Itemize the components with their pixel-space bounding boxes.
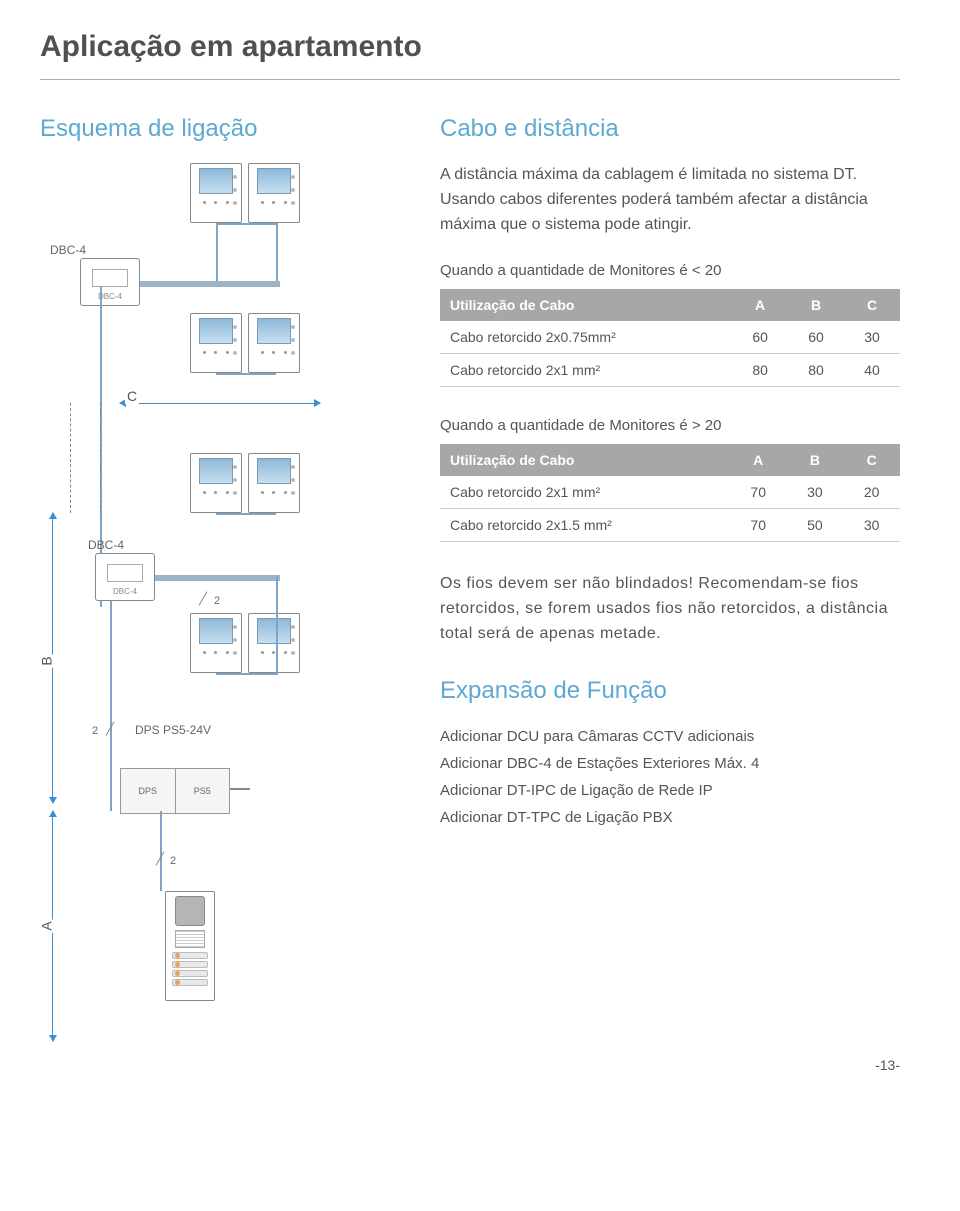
monitor [190, 163, 242, 223]
table2-caption: Quando a quantidade de Monitores é > 20 [440, 417, 900, 434]
right-column: Cabo e distância A distância máxima da c… [440, 115, 900, 1063]
monitor [248, 163, 300, 223]
dashed-riser-2 [70, 403, 71, 513]
table-row: Cabo retorcido 2x1 mm² 80 80 40 [440, 354, 900, 387]
right-section-title: Cabo e distância [440, 115, 900, 143]
cell-val: 60 [788, 321, 844, 354]
cell-val: 30 [843, 509, 900, 542]
cell-val: 40 [844, 354, 900, 387]
table-row: Cabo retorcido 2x1 mm² 70 30 20 [440, 476, 900, 509]
dbc4-box-top [80, 258, 140, 306]
divider [40, 79, 900, 80]
content-columns: Esquema de ligação DBC-4 [40, 115, 900, 1063]
door-station [165, 891, 215, 1001]
cell-label: Cabo retorcido 2x0.75mm² [440, 321, 732, 354]
table1-col-b: B [788, 289, 844, 321]
expansion-item: Adicionar DT-IPC de Ligação de Rede IP [440, 777, 900, 804]
ps5-box: PS5 [176, 768, 231, 814]
monitor [190, 453, 242, 513]
dim-c-label: C [125, 388, 139, 404]
table2-col-a: A [730, 444, 787, 476]
monitor [248, 613, 300, 673]
table2-col-b: B [787, 444, 844, 476]
dashed-riser [100, 403, 101, 513]
cell-val: 50 [787, 509, 844, 542]
expansion-list: Adicionar DCU para Câmaras CCTV adiciona… [440, 723, 900, 831]
expansion-item: Adicionar DCU para Câmaras CCTV adiciona… [440, 723, 900, 750]
cell-val: 70 [730, 509, 787, 542]
monitor [248, 453, 300, 513]
cable-table-2: Utilização de Cabo A B C Cabo retorcido … [440, 444, 900, 542]
expansion-item: Adicionar DBC-4 de Estações Exteriores M… [440, 750, 900, 777]
monitor-pair-1 [190, 163, 300, 223]
monitor [248, 313, 300, 373]
dps-box: DPS [120, 768, 176, 814]
page-title: Aplicação em apartamento [40, 30, 900, 64]
dim-c-arrow [120, 403, 320, 419]
expansion-title: Expansão de Função [440, 677, 900, 705]
wires-note: Os fios devem ser não blindados! Recomen… [440, 572, 900, 646]
power-unit: DPS PS5 [120, 768, 230, 814]
left-section-title: Esquema de ligação [40, 115, 400, 143]
cell-label: Cabo retorcido 2x1.5 mm² [440, 509, 730, 542]
cell-val: 30 [844, 321, 900, 354]
monitor-pair-3 [190, 453, 300, 513]
dim-b-label: B [39, 654, 55, 667]
intro-text: A distância máxima da cablagem é limitad… [440, 163, 900, 237]
expansion-item: Adicionar DT-TPC de Ligação PBX [440, 804, 900, 831]
table1-col-a: A [732, 289, 788, 321]
cable-table-1: Utilização de Cabo A B C Cabo retorcido … [440, 289, 900, 387]
cell-val: 70 [730, 476, 787, 509]
monitor-pair-4 [190, 613, 300, 673]
monitor-pair-2 [190, 313, 300, 373]
monitor [190, 313, 242, 373]
cell-val: 60 [732, 321, 788, 354]
cell-label: Cabo retorcido 2x1 mm² [440, 354, 732, 387]
wiring-diagram: DBC-4 C [40, 163, 380, 1063]
dbc4-label-mid: DBC-4 [88, 538, 124, 552]
dbc4-box-mid [95, 553, 155, 601]
cell-label: Cabo retorcido 2x1 mm² [440, 476, 730, 509]
bus-marker-1: 2 [212, 595, 222, 607]
dim-a-label: A [39, 919, 55, 932]
bus-marker-2: 2 [90, 725, 100, 737]
cell-val: 80 [732, 354, 788, 387]
page-number: -13- [875, 1057, 900, 1073]
table1-col-c: C [844, 289, 900, 321]
table-row: Cabo retorcido 2x1.5 mm² 70 50 30 [440, 509, 900, 542]
table-row: Cabo retorcido 2x0.75mm² 60 60 30 [440, 321, 900, 354]
bus-marker-3: 2 [168, 855, 178, 867]
cell-val: 30 [787, 476, 844, 509]
cell-val: 20 [843, 476, 900, 509]
monitor [190, 613, 242, 673]
left-column: Esquema de ligação DBC-4 [40, 115, 400, 1063]
table1-header-label: Utilização de Cabo [440, 289, 732, 321]
cell-val: 80 [788, 354, 844, 387]
power-label: DPS PS5-24V [135, 723, 211, 737]
table2-header-label: Utilização de Cabo [440, 444, 730, 476]
dbc4-label-top: DBC-4 [50, 243, 86, 257]
table1-caption: Quando a quantidade de Monitores é < 20 [440, 262, 900, 279]
table2-col-c: C [843, 444, 900, 476]
